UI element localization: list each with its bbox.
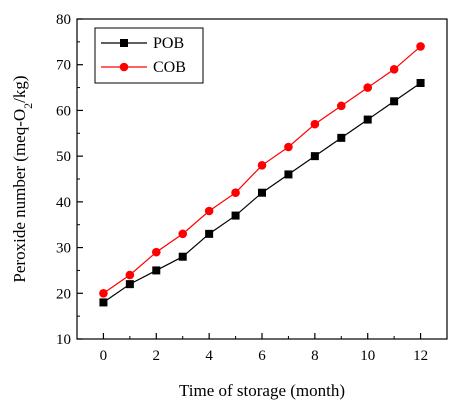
y-axis-title-main: Peroxide number (meq-O [10,109,29,283]
series-layer [99,42,425,307]
series-cob [99,42,425,298]
data-point [231,211,240,220]
series-pob [99,79,425,307]
data-point [416,79,425,87]
y-tick-label: 60 [56,103,71,119]
data-point [99,288,108,298]
data-point [389,64,399,74]
data-point [336,101,346,111]
y-axis-title: Peroxide number (meq-O2/kg) [10,75,35,282]
data-point [258,188,266,197]
data-point [231,188,240,198]
x-tick-label: 0 [100,348,108,364]
y-tick-label: 30 [56,241,71,257]
y-axis-title-unit: /kg) [10,75,29,102]
data-point [205,229,214,238]
x-tick-label: 10 [360,348,375,364]
data-point [178,252,187,261]
y-tick-label: 70 [56,58,71,74]
x-tick-label: 6 [258,348,266,364]
data-point [204,206,214,216]
y-tick-label: 50 [56,149,71,165]
data-point [178,229,188,239]
legend: POB COB [94,27,204,84]
legend-box [94,27,204,84]
legend-marker [119,62,129,72]
legend-item-cob: COB [101,59,186,76]
y-tick-label: 80 [56,12,71,28]
legend-label: POB [153,35,184,52]
y-axis-title-subscript: 2 [21,103,35,109]
legend-item-pob: POB [101,35,184,52]
y-tick-label: 40 [56,195,71,211]
data-point [284,170,293,179]
legend-label: COB [153,59,186,76]
y-axis: 10 20 30 40 50 60 70 80 [56,12,83,348]
legend-marker [120,39,128,47]
data-point [125,280,134,289]
data-point [151,247,161,257]
data-point [125,270,135,280]
data-point [363,83,373,92]
data-point [416,42,425,51]
x-axis-title: Time of storage (month) [179,381,345,400]
x-axis: 0 2 4 6 8 10 12 [100,333,428,364]
x-tick-label: 12 [413,348,428,364]
x-tick-label: 8 [311,348,319,364]
x-tick-label: 2 [153,348,161,364]
data-point [257,160,267,170]
x-tick-label: 4 [205,348,213,364]
data-point [99,298,108,307]
y-tick-label: 20 [56,286,71,302]
data-point [310,119,320,129]
data-point [390,97,399,106]
data-point [284,142,293,152]
data-point [363,115,372,124]
data-point [337,133,346,142]
data-point [310,152,319,161]
y-tick-label: 10 [56,332,71,348]
data-point [152,266,161,275]
